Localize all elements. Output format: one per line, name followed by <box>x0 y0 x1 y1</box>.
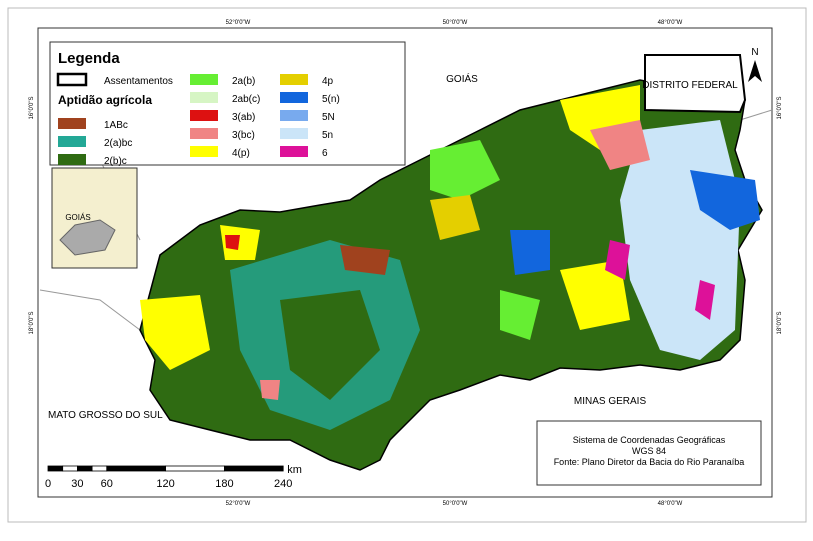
longitude-label: 50°0'0"W <box>443 20 468 26</box>
scale-segment <box>62 465 78 472</box>
legend-title: Legenda <box>58 50 120 67</box>
legend-label: 5n <box>322 130 333 141</box>
legend-label: 1ABc <box>104 120 128 131</box>
legend-swatch <box>190 74 218 85</box>
legend-swatch <box>190 128 218 139</box>
north-label: N <box>751 47 758 58</box>
place-label: GOIÁS <box>446 72 478 85</box>
legend-label: 3(bc) <box>232 130 255 141</box>
scale-tick-label: 0 <box>45 478 51 490</box>
longitude-label: 52°0'0"W <box>226 20 251 26</box>
legend-swatch <box>280 74 308 85</box>
info-line: WGS 84 <box>632 446 666 456</box>
legend-label: 4p <box>322 76 334 87</box>
legend-label: Assentamentos <box>104 76 173 87</box>
scale-segment <box>223 465 284 472</box>
scale-tick-label: 180 <box>215 478 233 490</box>
legend-swatch <box>190 92 218 103</box>
place-label: DISTRITO FEDERAL <box>642 80 738 91</box>
legend-label: 2ab(c) <box>232 94 260 105</box>
place-label: MINAS GERAIS <box>574 396 647 407</box>
latitude-label: 16°0'0"S <box>777 96 783 119</box>
scale-tick-label: 120 <box>156 478 174 490</box>
legend-swatch <box>58 118 86 129</box>
north-arrow: N <box>748 47 762 82</box>
graticule: 52°0'0"W 52°0'0"W 50°0'0"W 50°0'0"W 48°0'0"W… <box>29 20 783 507</box>
legend-swatch <box>280 128 308 139</box>
longitude-label: 50°0'0"W <box>443 501 468 507</box>
legend-swatch <box>280 92 308 103</box>
info-line: Sistema de Coordenadas Geográficas <box>573 435 726 445</box>
longitude-label: 48°0'0"W <box>658 501 683 507</box>
legend-swatch <box>58 154 86 165</box>
land-suitability-patches <box>140 85 760 430</box>
settlement-swatch <box>56 72 88 87</box>
legend-label: 2a(b) <box>232 76 255 87</box>
scale-unit: km <box>287 464 302 476</box>
scale-segment <box>165 465 225 472</box>
legend-label: 5N <box>322 112 335 123</box>
legend-label: 2(a)bc <box>104 138 132 149</box>
scale-segment <box>91 465 108 472</box>
latitude-label: 18°0'0"S <box>29 311 35 334</box>
scale-tick-label: 60 <box>101 478 113 490</box>
latitude-label: 16°0'0"S <box>29 96 35 119</box>
scale-segment <box>106 465 167 472</box>
legend-swatch <box>190 146 218 157</box>
legend-swatch <box>190 110 218 121</box>
legend-subtitle: Aptidão agrícola <box>58 93 152 107</box>
df-box: DISTRITO FEDERAL <box>642 54 747 114</box>
inset-label: GOIÁS <box>65 213 90 222</box>
info-line: Fonte: Plano Diretor da Bacia do Rio Par… <box>554 457 745 467</box>
legend-label: 4(p) <box>232 148 250 159</box>
inset-map: GOIÁS <box>51 167 138 269</box>
place-label: MATO GROSSO DO SUL <box>48 410 163 421</box>
legend-swatch <box>280 110 308 121</box>
legend-swatch <box>58 136 86 147</box>
longitude-label: 52°0'0"W <box>226 501 251 507</box>
scale-segment <box>77 465 93 472</box>
scale-segment <box>47 465 64 472</box>
latitude-label: 18°0'0"S <box>777 311 783 334</box>
legend-swatch <box>280 146 308 157</box>
scale-bar: 0 30 60 120 180 240 km <box>45 464 302 490</box>
scale-tick-label: 30 <box>71 478 83 490</box>
scale-tick-label: 240 <box>274 478 292 490</box>
longitude-label: 48°0'0"W <box>658 20 683 26</box>
legend-label: 6 <box>322 148 328 159</box>
legend-label: 5(n) <box>322 94 340 105</box>
legend-box: Legenda Assentamentos Aptidão agrícola 1… <box>49 41 406 167</box>
legend-label: 2(b)c <box>104 156 127 167</box>
legend-label: 3(ab) <box>232 112 255 123</box>
